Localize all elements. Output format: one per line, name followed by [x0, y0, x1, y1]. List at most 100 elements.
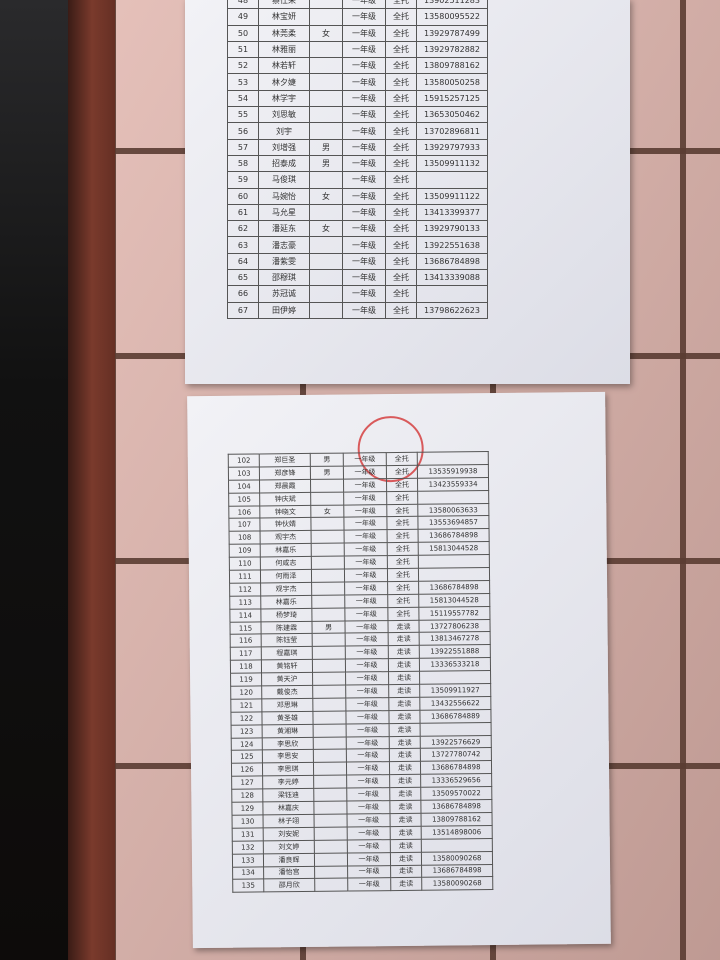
cell-care: 全托: [385, 0, 417, 10]
cell-name: 黄铭轩: [261, 659, 313, 674]
cell-phone: 13653050462: [416, 106, 488, 124]
cell-care: 全托: [385, 40, 417, 59]
cell-no: 125: [231, 750, 263, 764]
cell-phone: 13702896811: [416, 122, 488, 140]
cell-care: 全托: [385, 154, 417, 173]
cell-no: 133: [232, 853, 264, 867]
cell-no: 124: [231, 737, 263, 751]
cell-phone: 13686784898: [420, 799, 492, 814]
cell-phone: 13580050258: [416, 73, 488, 91]
cell-no: 117: [230, 647, 262, 661]
cell-grade: 一年级: [342, 89, 386, 108]
cell-name: 刘安妮: [263, 827, 315, 841]
table-row: 64 潘紫雯 一年级 全托 13686784898: [227, 252, 488, 271]
cell-gender: [309, 252, 343, 271]
cell-name: 刘文婷: [263, 840, 315, 854]
cell-name: 邓思琳: [261, 698, 313, 712]
cell-grade: 一年级: [346, 800, 391, 814]
table-row: 53 林夕婕 一年级 全托 13580050258: [227, 73, 488, 91]
cell-phone: [420, 722, 492, 736]
cell-care: 全托: [385, 8, 417, 26]
cell-grade: 一年级: [343, 491, 387, 505]
cell-grade: 一年级: [345, 671, 389, 686]
cell-grade: 一年级: [344, 581, 388, 595]
cell-gender: 女: [309, 187, 343, 205]
cell-care: 全托: [385, 285, 417, 303]
cell-no: 51: [227, 40, 259, 59]
cell-gender: [311, 594, 345, 609]
cell-grade: 一年级: [343, 465, 387, 479]
cell-gender: [311, 530, 345, 544]
cell-gender: [311, 569, 345, 583]
cell-care: 走读: [388, 632, 420, 646]
cell-name: 马俊琪: [258, 171, 310, 189]
cell-phone: 13727780742: [420, 748, 492, 762]
cell-name: 刘宇: [258, 122, 310, 140]
cell-name: 钟伙婧: [259, 517, 312, 532]
cell-name: 林宝妍: [258, 8, 310, 26]
cell-phone: 13809788162: [421, 812, 493, 827]
cell-no: 107: [228, 518, 261, 532]
cell-no: 64: [227, 252, 259, 271]
cell-no: 113: [229, 595, 261, 609]
cell-care: 走读: [390, 877, 422, 891]
student-table: 48 蔡仕荣 一年级 全托 13902511283 49 林宝妍 一年级 全托 135800955…: [227, 0, 488, 319]
cell-gender: [309, 40, 343, 59]
cell-name: 李思欣: [262, 736, 314, 751]
cell-name: 李元婷: [262, 775, 314, 790]
cell-grade: 一年级: [347, 813, 391, 827]
cell-gender: 女: [310, 504, 344, 518]
cell-phone: 13413399377: [416, 203, 488, 222]
cell-care: 全托: [386, 465, 418, 479]
table-row: 66 苏冠诚 一年级 全托: [227, 285, 488, 303]
cell-care: 走读: [389, 722, 421, 737]
cell-grade: 一年级: [347, 865, 391, 879]
cell-no: 108: [229, 531, 261, 545]
cell-care: 全托: [385, 171, 417, 189]
cell-care: 走读: [388, 658, 420, 672]
cell-care: 走读: [390, 864, 422, 878]
cell-no: 114: [229, 608, 261, 622]
cell-grade: 一年级: [342, 0, 386, 10]
cell-no: 63: [227, 236, 259, 254]
cell-no: 53: [227, 73, 259, 91]
cell-care: 全托: [385, 203, 417, 222]
cell-gender: [309, 203, 343, 222]
cell-grade: 一年级: [346, 761, 390, 776]
cell-care: 全托: [386, 503, 418, 518]
cell-phone: 13902511283: [416, 0, 488, 10]
cell-grade: 一年级: [342, 40, 386, 59]
cell-phone: 13929782882: [416, 40, 488, 59]
cell-no: 119: [230, 673, 262, 687]
cell-name: 蔡仕荣: [258, 0, 310, 10]
cell-grade: 一年级: [345, 697, 389, 711]
cell-care: 全托: [387, 594, 419, 608]
cell-gender: 男: [311, 620, 346, 634]
cell-care: 走读: [390, 851, 422, 866]
cell-name: 程嘉琪: [261, 646, 313, 661]
cell-name: 何咸志: [260, 556, 312, 570]
cell-care: 走读: [389, 761, 421, 775]
paper-sheet: 102 郑巨圣男一年级 全托 103 郑彦锋男一年级 全托 13535919938 104 郑晨…: [187, 391, 611, 949]
table-row: 48 蔡仕荣 一年级 全托 13902511283: [227, 0, 488, 10]
cell-phone: 15915257125: [416, 89, 488, 108]
cell-no: 58: [227, 154, 259, 173]
background-doorway: [0, 0, 68, 960]
table-row: 51 林雅丽 一年级 全托 13929782882: [227, 40, 488, 59]
cell-gender: 男: [310, 465, 344, 480]
cell-care: 走读: [389, 787, 421, 801]
cell-care: 走读: [389, 748, 421, 762]
cell-name: 林嘉庆: [262, 801, 315, 815]
cell-care: 走读: [388, 645, 420, 659]
cell-grade: 一年级: [342, 57, 386, 75]
cell-care: 走读: [388, 710, 421, 724]
table-row: 62 潘延东女一年级 全托 13929790133: [227, 220, 488, 238]
cell-care: 全托: [385, 106, 417, 124]
cell-grade: 一年级: [342, 301, 386, 319]
cell-gender: [309, 0, 343, 10]
cell-no: 122: [230, 711, 263, 725]
cell-phone: 13686784898: [421, 864, 493, 878]
cell-grade: 一年级: [342, 154, 386, 173]
cell-no: 56: [227, 122, 259, 140]
cell-care: 走读: [389, 735, 421, 750]
